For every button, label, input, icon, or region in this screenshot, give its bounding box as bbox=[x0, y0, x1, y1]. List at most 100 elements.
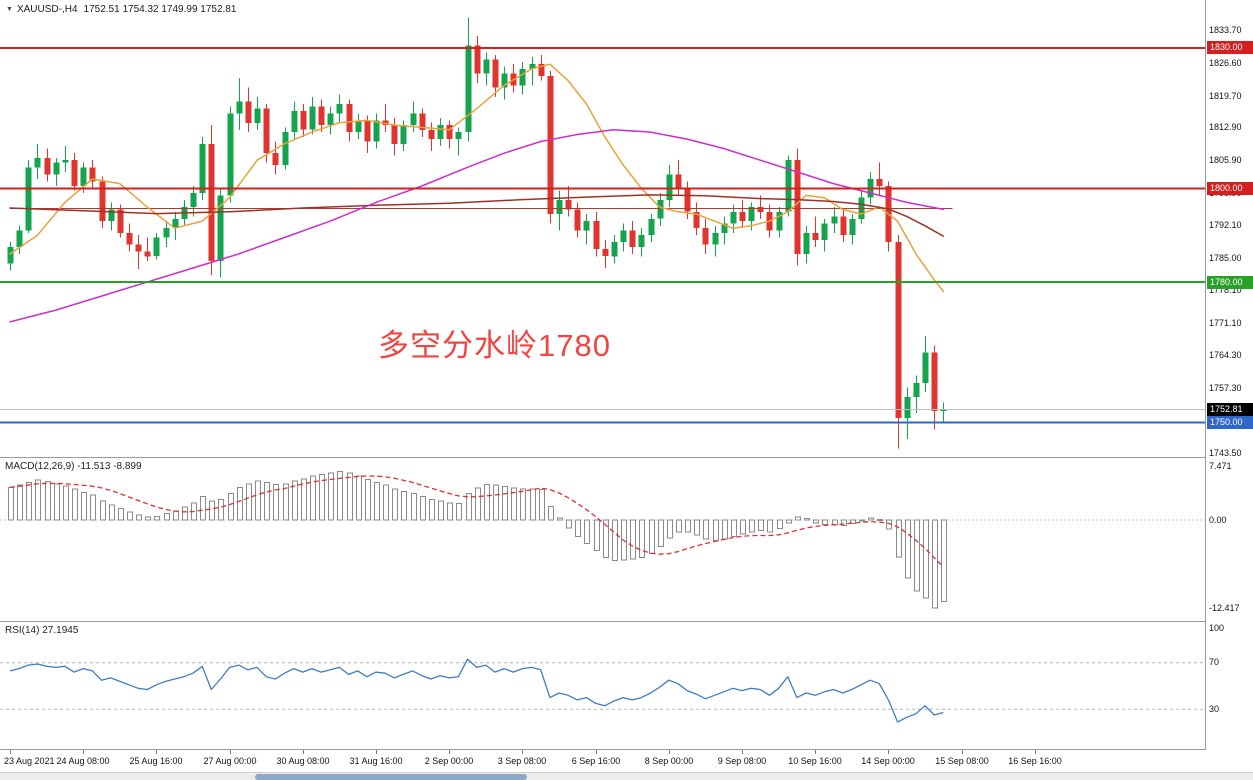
candle[interactable] bbox=[355, 120, 362, 133]
candle[interactable] bbox=[446, 125, 453, 140]
candle[interactable] bbox=[702, 228, 709, 245]
candle[interactable] bbox=[648, 218, 655, 236]
candle[interactable] bbox=[593, 221, 600, 250]
candle[interactable] bbox=[638, 235, 645, 247]
candle[interactable] bbox=[712, 232, 719, 245]
candle[interactable] bbox=[391, 125, 398, 144]
candle[interactable] bbox=[529, 64, 536, 69]
candle[interactable] bbox=[217, 195, 224, 261]
candle[interactable] bbox=[190, 193, 197, 208]
candle[interactable] bbox=[684, 188, 691, 212]
candle[interactable] bbox=[474, 45, 481, 74]
candle[interactable] bbox=[538, 64, 545, 76]
candle[interactable] bbox=[611, 242, 618, 257]
candle[interactable] bbox=[931, 352, 938, 411]
candle[interactable] bbox=[89, 167, 96, 182]
candle[interactable] bbox=[236, 101, 243, 114]
candle[interactable] bbox=[437, 125, 444, 140]
candle[interactable] bbox=[263, 108, 270, 154]
annotation-text[interactable]: 多空分水岭1780 bbox=[378, 328, 611, 363]
candle[interactable] bbox=[803, 232, 810, 254]
candle[interactable] bbox=[208, 143, 215, 261]
candle[interactable] bbox=[876, 179, 883, 186]
candle[interactable] bbox=[419, 113, 426, 130]
candle[interactable] bbox=[904, 396, 911, 418]
candle[interactable] bbox=[410, 113, 417, 126]
candle[interactable] bbox=[840, 216, 847, 236]
h-scrollbar[interactable] bbox=[0, 772, 1253, 780]
candle[interactable] bbox=[153, 237, 160, 257]
candle[interactable] bbox=[336, 104, 343, 114]
price-axis[interactable]: 1833.701826.601819.701812.901805.901798.… bbox=[1206, 0, 1253, 750]
candle[interactable] bbox=[483, 59, 490, 74]
candle[interactable] bbox=[126, 232, 133, 245]
candle[interactable] bbox=[492, 59, 499, 88]
candle[interactable] bbox=[922, 352, 929, 383]
candle[interactable] bbox=[465, 45, 472, 133]
candle[interactable] bbox=[163, 228, 170, 238]
candle[interactable] bbox=[245, 101, 252, 123]
candle[interactable] bbox=[291, 111, 298, 133]
price-chart-canvas[interactable] bbox=[0, 0, 1205, 458]
candle[interactable] bbox=[739, 211, 746, 222]
candle[interactable] bbox=[693, 211, 700, 229]
candle[interactable] bbox=[602, 249, 609, 257]
candle[interactable] bbox=[199, 143, 206, 193]
candle[interactable] bbox=[849, 218, 856, 236]
candle[interactable] bbox=[44, 157, 51, 175]
time-axis[interactable]: 23 Aug 2021 24 Aug 08:00 25 Aug 16:00 27 Au… bbox=[0, 750, 1253, 772]
candle[interactable] bbox=[300, 111, 307, 130]
candle[interactable] bbox=[574, 209, 581, 231]
candle[interactable] bbox=[913, 382, 920, 397]
candle[interactable] bbox=[373, 120, 380, 142]
panel-separator[interactable] bbox=[0, 457, 1253, 458]
candle[interactable] bbox=[757, 207, 764, 212]
candle[interactable] bbox=[940, 409, 947, 411]
candle[interactable] bbox=[776, 211, 783, 231]
candle[interactable] bbox=[34, 157, 41, 168]
candle[interactable] bbox=[318, 106, 325, 125]
candle[interactable] bbox=[227, 113, 234, 196]
candle[interactable] bbox=[519, 68, 526, 86]
candle[interactable] bbox=[455, 132, 462, 140]
candle[interactable] bbox=[629, 230, 636, 247]
candle[interactable] bbox=[62, 160, 69, 163]
candle[interactable] bbox=[785, 160, 792, 212]
candle[interactable] bbox=[565, 200, 572, 210]
candle[interactable] bbox=[794, 160, 801, 254]
collapse-triangle-icon[interactable]: ▼ bbox=[6, 6, 13, 13]
candle[interactable] bbox=[675, 174, 682, 189]
candle[interactable] bbox=[80, 167, 87, 186]
candle[interactable] bbox=[583, 221, 590, 231]
candle[interactable] bbox=[721, 223, 728, 233]
candle[interactable] bbox=[327, 113, 334, 126]
candle[interactable] bbox=[71, 160, 78, 186]
candle[interactable] bbox=[108, 209, 115, 222]
candle[interactable] bbox=[99, 181, 106, 222]
candle[interactable] bbox=[895, 242, 902, 418]
candle[interactable] bbox=[812, 232, 819, 240]
candle[interactable] bbox=[364, 120, 371, 142]
candle[interactable] bbox=[144, 251, 151, 257]
candle[interactable] bbox=[666, 174, 673, 201]
candle[interactable] bbox=[282, 132, 289, 165]
candle[interactable] bbox=[501, 73, 508, 88]
panel-separator[interactable] bbox=[0, 621, 1253, 622]
candle[interactable] bbox=[821, 223, 828, 240]
candle[interactable] bbox=[657, 200, 664, 219]
candle[interactable] bbox=[309, 106, 316, 130]
candle[interactable] bbox=[172, 218, 179, 229]
candle[interactable] bbox=[25, 167, 32, 231]
candle[interactable] bbox=[16, 230, 23, 247]
candle[interactable] bbox=[53, 162, 60, 175]
candle[interactable] bbox=[7, 246, 14, 264]
candle[interactable] bbox=[346, 104, 353, 133]
candle[interactable] bbox=[135, 244, 142, 252]
candle[interactable] bbox=[382, 120, 389, 126]
candle[interactable] bbox=[547, 75, 554, 215]
candle[interactable] bbox=[748, 207, 755, 222]
candle[interactable] bbox=[272, 153, 279, 165]
candle[interactable] bbox=[556, 200, 563, 215]
candle[interactable] bbox=[831, 216, 838, 224]
candle[interactable] bbox=[620, 230, 627, 243]
